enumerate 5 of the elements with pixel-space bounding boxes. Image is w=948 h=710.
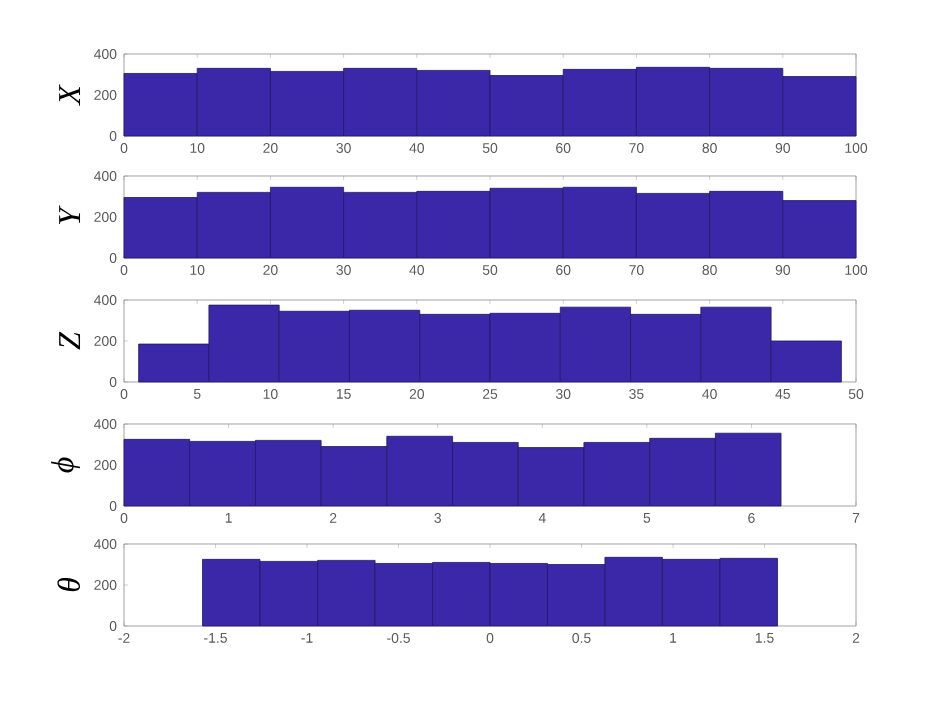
y-axis-title: X bbox=[59, 84, 81, 106]
y-axis-title: θ bbox=[57, 577, 81, 592]
y-axis-title: Z bbox=[59, 331, 81, 350]
y-axis-title: Y bbox=[59, 205, 81, 225]
y-axis-title: ϕ bbox=[51, 457, 81, 473]
